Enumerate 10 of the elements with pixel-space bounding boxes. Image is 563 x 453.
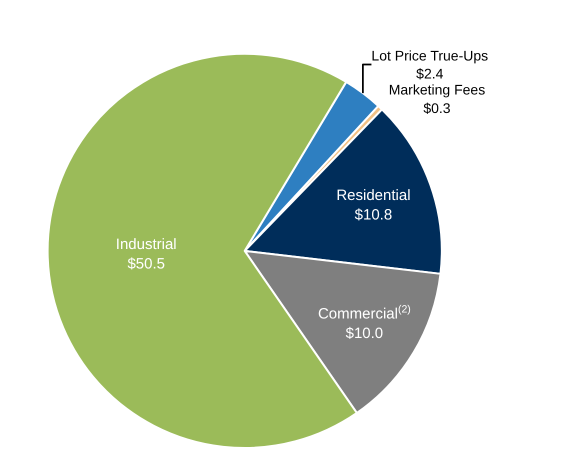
data-label: $0.3: [423, 100, 451, 116]
slice-label: Residential: [336, 186, 411, 204]
slice-label: Commercial$^{(2)}$: [318, 303, 411, 323]
data-label: $50.5: [127, 255, 165, 272]
slice-label: Lot Price True-Ups: [371, 47, 488, 64]
data-label: $10.0: [346, 325, 384, 342]
slice-label: Marketing Fees: [388, 82, 486, 98]
data-label: $10.8: [354, 206, 392, 224]
slice-label: Industrial: [116, 236, 177, 253]
data-label: $2.4: [416, 66, 444, 82]
